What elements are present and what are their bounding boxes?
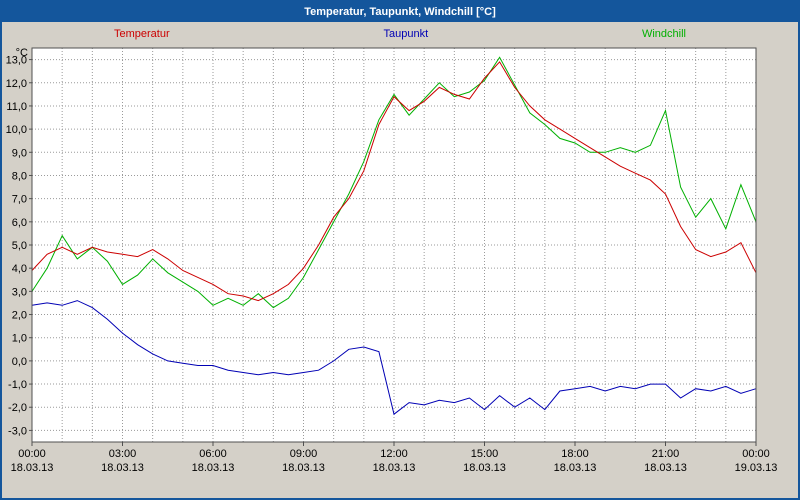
svg-text:18.03.13: 18.03.13 [554, 462, 597, 474]
svg-text:-3,0: -3,0 [8, 425, 27, 437]
svg-text:°C: °C [16, 47, 28, 59]
svg-text:9,0: 9,0 [12, 147, 27, 159]
svg-text:18.03.13: 18.03.13 [11, 462, 54, 474]
svg-text:03:00: 03:00 [109, 448, 137, 460]
svg-text:6,0: 6,0 [12, 217, 27, 229]
window-title: Temperatur, Taupunkt, Windchill [°C] [2, 2, 798, 22]
svg-text:-1,0: -1,0 [8, 379, 27, 391]
svg-text:19.03.13: 19.03.13 [735, 462, 778, 474]
svg-text:10,0: 10,0 [6, 124, 27, 136]
svg-text:18.03.13: 18.03.13 [192, 462, 235, 474]
svg-text:18.03.13: 18.03.13 [282, 462, 325, 474]
svg-text:3,0: 3,0 [12, 286, 27, 298]
chart-plot-area: °C -3,0 -2,0 -1,0 0,0 1,0 2,0 3,0 4,0 5,0 6,0 7,0 8,… [6, 47, 778, 474]
svg-text:18:00: 18:00 [561, 448, 589, 460]
svg-text:12:00: 12:00 [380, 448, 408, 460]
svg-text:4,0: 4,0 [12, 263, 27, 275]
svg-text:21:00: 21:00 [652, 448, 680, 460]
legend-item-windchill: Windchill [641, 28, 686, 40]
svg-text:8,0: 8,0 [12, 170, 27, 182]
chart-legend: Temperatur Taupunkt Windchill [2, 22, 798, 46]
legend-item-temperatur: Temperatur [114, 28, 170, 40]
svg-text:5,0: 5,0 [12, 240, 27, 252]
svg-text:18.03.13: 18.03.13 [373, 462, 416, 474]
svg-text:15:00: 15:00 [471, 448, 499, 460]
svg-text:1,0: 1,0 [12, 333, 27, 345]
svg-text:00:00: 00:00 [18, 448, 46, 460]
svg-text:7,0: 7,0 [12, 194, 27, 206]
svg-text:00:00: 00:00 [742, 448, 770, 460]
svg-text:18.03.13: 18.03.13 [644, 462, 687, 474]
svg-text:18.03.13: 18.03.13 [101, 462, 144, 474]
svg-text:06:00: 06:00 [199, 448, 227, 460]
svg-text:18.03.13: 18.03.13 [463, 462, 506, 474]
svg-text:13,0: 13,0 [6, 55, 27, 67]
svg-text:11,0: 11,0 [6, 101, 27, 113]
legend-item-taupunkt: Taupunkt [383, 28, 429, 40]
svg-text:0,0: 0,0 [12, 356, 27, 368]
svg-text:-2,0: -2,0 [8, 402, 27, 414]
svg-text:2,0: 2,0 [12, 310, 27, 322]
svg-text:09:00: 09:00 [290, 448, 318, 460]
svg-text:12,0: 12,0 [6, 78, 27, 90]
